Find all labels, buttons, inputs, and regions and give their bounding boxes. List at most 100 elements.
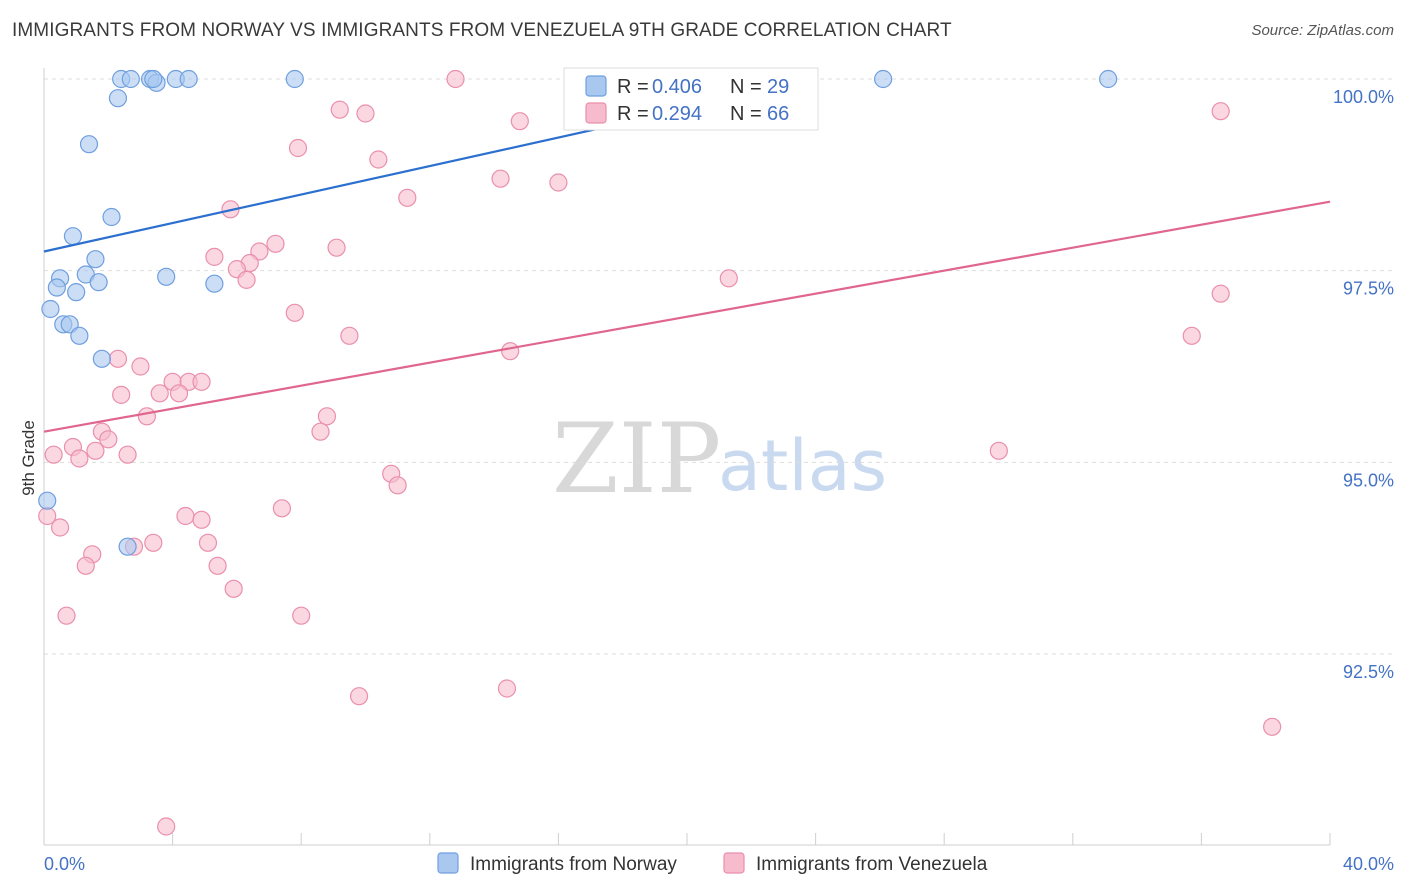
data-point[interactable] [237, 270, 256, 289]
y-tick-label: 100.0% [1333, 87, 1394, 107]
stats-legend: R = 0.406 N = 29 R = 0.294 N = 66 [563, 67, 819, 131]
data-point[interactable] [192, 372, 211, 391]
data-point[interactable] [176, 506, 195, 526]
data-point[interactable] [102, 207, 121, 227]
data-point[interactable] [79, 135, 99, 154]
data-point[interactable] [118, 537, 137, 556]
norway-n-value: 29 [767, 76, 789, 98]
data-point[interactable] [501, 342, 520, 361]
data-point[interactable] [137, 407, 156, 426]
data-point[interactable] [1099, 69, 1118, 89]
data-point[interactable] [388, 476, 407, 495]
watermark-zip: ZIP [552, 403, 721, 515]
data-point[interactable] [398, 188, 417, 207]
data-point[interactable] [67, 283, 86, 302]
data-point[interactable] [144, 69, 163, 89]
data-point[interactable] [369, 150, 388, 169]
venezuela-n-label: N = [730, 103, 762, 125]
data-point[interactable] [144, 533, 163, 552]
data-point[interactable] [108, 89, 128, 108]
data-point[interactable] [292, 606, 311, 625]
data-point[interactable] [272, 499, 292, 518]
y-tick-label: 92.5% [1343, 662, 1394, 682]
data-point[interactable] [1211, 284, 1230, 303]
data-point[interactable] [1182, 326, 1201, 345]
data-point[interactable] [47, 278, 66, 297]
data-point[interactable] [446, 69, 465, 89]
data-point[interactable] [874, 69, 893, 89]
x-tick-label-max: 40.0% [1343, 854, 1394, 874]
data-point[interactable] [205, 247, 224, 266]
data-point[interactable] [497, 679, 517, 698]
data-point[interactable] [57, 606, 76, 625]
venezuela-r-value: 0.294 [652, 103, 702, 125]
data-point[interactable] [89, 273, 108, 292]
data-point[interactable] [150, 384, 169, 403]
data-point[interactable] [340, 326, 359, 345]
data-point[interactable] [285, 303, 304, 322]
data-point[interactable] [327, 238, 346, 257]
data-point[interactable] [50, 518, 70, 537]
data-point[interactable] [179, 69, 198, 89]
data-point[interactable] [224, 579, 243, 598]
data-point[interactable] [86, 250, 105, 269]
norway-n-label: N = [730, 76, 762, 98]
data-point[interactable] [989, 441, 1008, 460]
data-point[interactable] [92, 349, 111, 368]
data-point[interactable] [288, 138, 308, 158]
data-point[interactable] [70, 326, 89, 345]
data-point[interactable] [266, 234, 285, 253]
gridlines [44, 78, 1394, 655]
data-point[interactable] [118, 445, 137, 464]
norway-legend-swatch [585, 75, 607, 97]
data-point[interactable] [41, 299, 60, 319]
data-point[interactable] [70, 449, 89, 468]
venezuela-trend-line [43, 200, 1331, 433]
data-point[interactable] [205, 274, 224, 293]
data-point[interactable] [285, 69, 304, 89]
data-point[interactable] [491, 169, 510, 188]
norway-r-value: 0.406 [652, 76, 702, 98]
data-point[interactable] [317, 407, 337, 426]
venezuela-legend-swatch [585, 102, 607, 124]
venezuela-series-label[interactable]: Immigrants from Venezuela [756, 854, 988, 875]
venezuela-r-label: R = [617, 103, 649, 125]
data-point[interactable] [169, 384, 189, 403]
x-axis-ticks [43, 833, 1331, 845]
chart-source: Source: ZipAtlas.com [1251, 22, 1394, 39]
data-point[interactable] [112, 385, 131, 404]
data-point[interactable] [131, 357, 150, 376]
data-point[interactable] [157, 817, 176, 836]
data-point[interactable] [121, 69, 140, 89]
norway-series-label[interactable]: Immigrants from Norway [470, 854, 677, 875]
data-point[interactable] [1211, 102, 1230, 121]
y-tick-label: 97.5% [1343, 279, 1394, 299]
norway-r-label: R = [617, 76, 649, 98]
data-point[interactable] [719, 269, 738, 288]
data-point[interactable] [99, 430, 118, 449]
data-point[interactable] [311, 422, 330, 441]
data-point[interactable] [63, 227, 83, 246]
data-point[interactable] [198, 533, 218, 552]
data-point[interactable] [356, 104, 375, 123]
x-tick-label-min: 0.0% [44, 854, 85, 874]
data-point[interactable] [349, 687, 369, 706]
norway-series-swatch[interactable] [437, 852, 459, 874]
data-point[interactable] [38, 491, 57, 510]
data-point[interactable] [38, 506, 57, 526]
data-point[interactable] [549, 173, 568, 192]
chart-title: IMMIGRANTS FROM NORWAY VS IMMIGRANTS FRO… [12, 20, 952, 41]
data-point[interactable] [1263, 717, 1282, 736]
data-point[interactable] [330, 100, 349, 119]
data-point[interactable] [86, 441, 105, 460]
data-point[interactable] [76, 556, 95, 575]
data-point[interactable] [510, 112, 529, 131]
data-point[interactable] [208, 556, 227, 575]
data-point[interactable] [192, 510, 211, 529]
norway-points [38, 69, 1118, 556]
data-point[interactable] [157, 267, 176, 286]
venezuela-series-swatch[interactable] [723, 852, 745, 874]
data-point[interactable] [44, 445, 63, 464]
data-point[interactable] [108, 349, 128, 368]
